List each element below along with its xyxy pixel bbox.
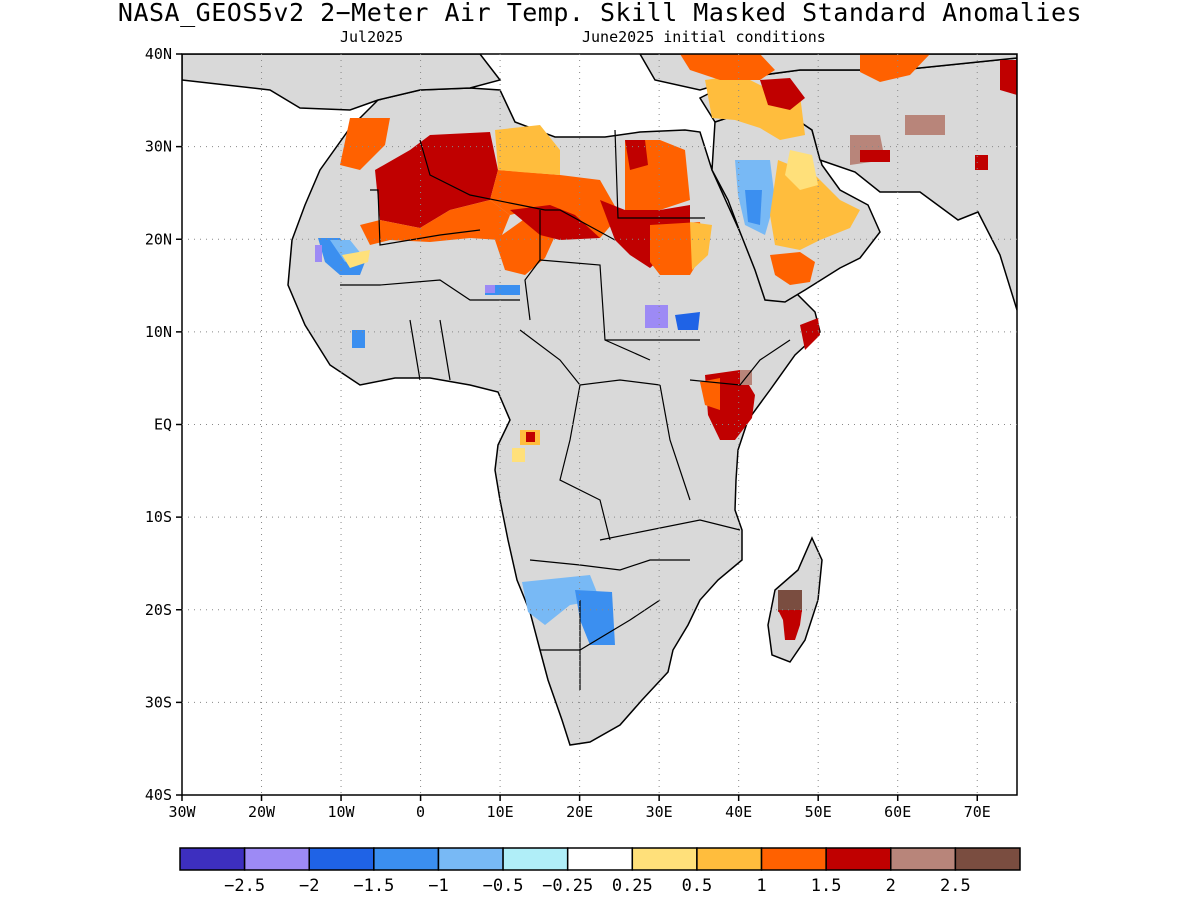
- europe-landmass: [182, 54, 502, 111]
- patch-westafrica-yellow: [342, 250, 370, 268]
- lat-label: 10S: [145, 508, 172, 526]
- lon-label: 60E: [884, 803, 911, 821]
- map-title: NASA_GEOS5v2 2−Meter Air Temp. Skill Mas…: [117, 0, 1083, 27]
- patch-iran-brown: [905, 115, 945, 135]
- patch-westafrica-purple: [315, 245, 322, 262]
- initial-conditions: June2025 initial conditions: [582, 28, 826, 46]
- colorbar-swatch: [631, 847, 698, 871]
- patch-turkey-orange: [680, 54, 775, 80]
- colorbar-swatch: [243, 847, 310, 871]
- colorbar: [179, 847, 1021, 871]
- lat-label: EQ: [154, 416, 172, 434]
- colorbar-label: 0.25: [612, 876, 653, 896]
- colorbar-swatch: [760, 847, 827, 871]
- colorbar-label: 2: [886, 876, 896, 896]
- patch-congo-yellow: [512, 448, 525, 462]
- lon-label: 10W: [328, 803, 356, 821]
- colorbar-swatch: [954, 847, 1021, 871]
- patch-madagascar-brown: [778, 590, 802, 612]
- patch-libya-orange: [490, 170, 620, 238]
- patch-caspian-red: [1000, 60, 1017, 95]
- patch-ivorycoast-blue: [352, 330, 365, 348]
- patch-libya-light-orange: [495, 125, 560, 175]
- colorbar-label: −2: [299, 876, 319, 896]
- colorbar-label: −0.5: [483, 876, 524, 896]
- colorbar-label: −2.5: [224, 876, 265, 896]
- patch-gulf-red: [860, 150, 890, 162]
- axis-ticks: [176, 53, 978, 801]
- patch-levant-light-orange: [705, 75, 805, 140]
- colorbar-swatch: [179, 847, 246, 871]
- lon-label: 20E: [566, 803, 593, 821]
- lat-label: 20S: [145, 601, 172, 619]
- country-borders: [340, 129, 791, 690]
- patch-botswana-blue: [575, 590, 615, 645]
- lon-label: 10E: [487, 803, 514, 821]
- lon-label: 40E: [725, 803, 752, 821]
- colorbar-label: −0.25: [542, 876, 593, 896]
- colorbar-label: 1: [756, 876, 766, 896]
- patch-southsudan-purple: [645, 305, 668, 328]
- patch-yemen-orange: [770, 252, 815, 285]
- longitude-labels: 30W 20W 10W 0 10E 20E 30E 40E 50E 60E 70E: [168, 803, 990, 821]
- colorbar-swatch: [308, 847, 375, 871]
- patch-sudan-light-orange: [690, 222, 712, 270]
- patch-saudi-yellow: [785, 150, 818, 190]
- lat-label: 30S: [145, 693, 172, 711]
- patch-sahara-dark-red: [375, 132, 498, 228]
- patch-somalia-red: [800, 318, 820, 350]
- patch-saudi-blue: [745, 190, 762, 225]
- patch-southsudan-blue: [675, 312, 700, 330]
- anomaly-patches: [315, 54, 1017, 645]
- patch-kenya-orange: [700, 378, 720, 410]
- colorbar-labels: −2.5 −2 −1.5 −1 −0.5 −0.25 0.25 0.5 1 1.5 2 2.5: [224, 876, 971, 896]
- lat-label: 40S: [145, 786, 172, 804]
- colorbar-swatch: [825, 847, 892, 871]
- lon-label: 0: [416, 803, 425, 821]
- patch-pakistan-red: [975, 155, 988, 170]
- lat-label: 20N: [145, 230, 172, 248]
- colorbar-swatch: [696, 847, 763, 871]
- colorbar-swatch: [502, 847, 569, 871]
- lat-label: 30N: [145, 138, 172, 156]
- colorbar-label: −1.5: [353, 876, 394, 896]
- forecast-month: Jul2025: [340, 28, 404, 46]
- patch-niger-purple: [485, 285, 495, 293]
- colorbar-swatch: [566, 847, 634, 871]
- lon-label: 30W: [168, 803, 196, 821]
- colorbar-label: −1: [428, 876, 448, 896]
- patch-egypt-red: [625, 140, 648, 170]
- colorbar-label: 0.5: [682, 876, 713, 896]
- patch-algeria-orange: [360, 200, 510, 245]
- colorbar-label: 1.5: [811, 876, 842, 896]
- colorbar-label: 2.5: [940, 876, 971, 896]
- patch-namibia-lightblue: [522, 575, 600, 625]
- patch-madagascar-red: [778, 610, 802, 640]
- patch-iraq-red: [760, 78, 805, 110]
- lon-label: 50E: [805, 803, 832, 821]
- lat-label: 40N: [145, 45, 172, 63]
- patch-sahara-orange: [340, 118, 390, 170]
- patch-gabon-red: [526, 432, 535, 442]
- patch-iran-orange: [860, 54, 930, 82]
- lon-label: 30E: [646, 803, 673, 821]
- colorbar-swatch: [890, 847, 957, 871]
- colorbar-swatch: [373, 847, 440, 871]
- latitude-labels: 40N 30N 20N 10N EQ 10S 20S 30S 40S: [145, 45, 172, 804]
- lat-label: 10N: [145, 323, 172, 341]
- lon-label: 20W: [248, 803, 276, 821]
- colorbar-swatch: [437, 847, 504, 871]
- patch-chad-red: [510, 205, 600, 240]
- lon-label: 70E: [964, 803, 991, 821]
